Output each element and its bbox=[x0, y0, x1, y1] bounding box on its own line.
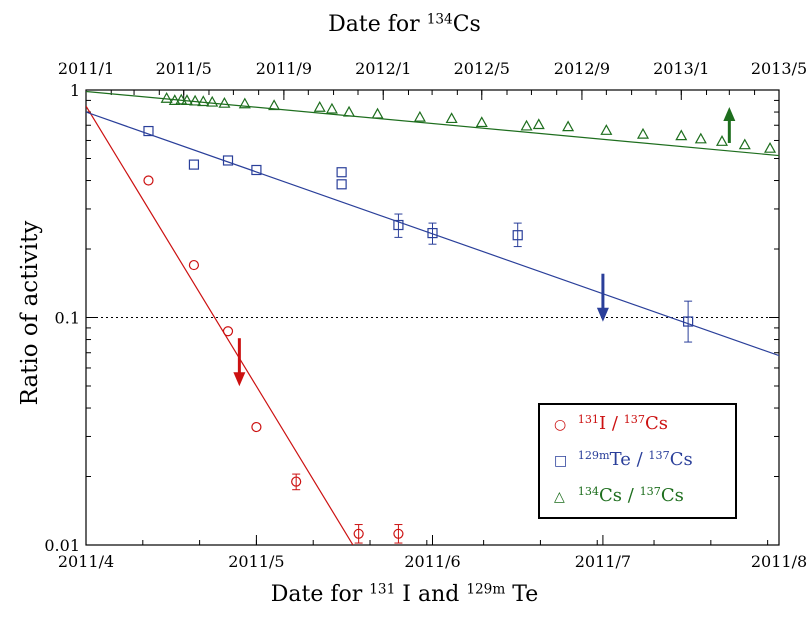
data-point bbox=[371, 107, 384, 119]
legend-item-iodine: ○ 131I / 137Cs bbox=[554, 412, 668, 434]
x-top-tick-label: 2013/5 bbox=[751, 59, 807, 78]
data-point bbox=[353, 528, 364, 539]
data-point bbox=[251, 421, 262, 433]
data-point bbox=[175, 93, 188, 105]
y-tick-label: 1 bbox=[70, 81, 80, 100]
data-point bbox=[427, 227, 438, 239]
x-top-tick-label: 2011/1 bbox=[58, 59, 114, 78]
data-point bbox=[636, 127, 650, 139]
data-point bbox=[336, 179, 347, 190]
data-point bbox=[520, 119, 533, 131]
x-top-tick-label: 2012/9 bbox=[554, 59, 610, 78]
data-point bbox=[562, 120, 575, 132]
x-bottom-tick-label: 2011/5 bbox=[228, 552, 284, 571]
data-point bbox=[343, 105, 356, 117]
x-bottom-tick-label: 2011/7 bbox=[575, 552, 631, 571]
data-point bbox=[189, 94, 202, 106]
data-point bbox=[160, 92, 173, 103]
data-point bbox=[675, 129, 688, 141]
data-point bbox=[393, 219, 404, 231]
series-group bbox=[86, 90, 795, 157]
data-point bbox=[785, 146, 795, 155]
data-point bbox=[683, 316, 694, 327]
data-point bbox=[475, 116, 488, 128]
triangle-marker-icon: △ bbox=[554, 489, 565, 505]
series-group bbox=[86, 105, 404, 545]
data-point bbox=[694, 132, 707, 144]
x-top-tick-label: 2012/5 bbox=[454, 59, 510, 78]
data-point bbox=[445, 112, 458, 124]
top-axis-title: Date for 134Cs bbox=[328, 11, 481, 37]
legend-item-cesium: △ 134Cs / 137Cs bbox=[554, 484, 684, 506]
data-point bbox=[764, 141, 777, 153]
data-point bbox=[413, 110, 426, 122]
fit-line bbox=[86, 105, 354, 545]
data-point bbox=[238, 97, 251, 109]
x-bottom-tick-label: 2011/4 bbox=[58, 552, 114, 571]
trend-arrow-head bbox=[596, 307, 609, 322]
data-point bbox=[197, 95, 210, 107]
y-axis-title: Ratio of activity bbox=[17, 220, 43, 406]
square-marker-icon: □ bbox=[554, 453, 568, 469]
x-top-tick-label: 2013/1 bbox=[653, 59, 709, 78]
trend-arrow-head bbox=[233, 372, 246, 387]
data-point bbox=[188, 259, 200, 271]
y-tick-label: 0.01 bbox=[44, 536, 80, 555]
data-point bbox=[738, 138, 751, 150]
x-bottom-tick-label: 2011/6 bbox=[404, 552, 460, 571]
data-point bbox=[325, 102, 338, 114]
data-point bbox=[143, 125, 154, 137]
bottom-axis-title: Date for 131 I and 129m Te bbox=[270, 581, 539, 607]
data-point bbox=[206, 95, 219, 107]
data-point bbox=[532, 118, 545, 130]
x-top-tick-label: 2011/5 bbox=[156, 59, 212, 78]
data-point bbox=[180, 94, 193, 106]
series-group bbox=[86, 111, 779, 357]
data-point bbox=[143, 175, 154, 186]
circle-marker-icon: ○ bbox=[554, 417, 567, 433]
data-point bbox=[600, 124, 613, 135]
data-point bbox=[188, 159, 200, 170]
data-point bbox=[393, 528, 404, 539]
data-point bbox=[291, 476, 302, 487]
x-top-tick-label: 2011/9 bbox=[256, 59, 312, 78]
data-point bbox=[251, 164, 262, 176]
data-point bbox=[715, 135, 729, 146]
y-tick-label: 0.1 bbox=[55, 309, 80, 328]
legend: ○ 131I / 137Cs □ 129mTe / 137Cs △ 134Cs … bbox=[538, 403, 737, 519]
data-point bbox=[512, 230, 523, 241]
x-bottom-tick-label: 2011/8 bbox=[751, 552, 807, 571]
data-point bbox=[268, 99, 281, 111]
fit-line bbox=[86, 90, 779, 157]
trend-arrow-head bbox=[723, 106, 736, 121]
data-point bbox=[336, 167, 347, 178]
data-point bbox=[222, 155, 234, 166]
data-point bbox=[168, 94, 181, 106]
data-point bbox=[222, 326, 234, 337]
legend-item-tellurium: □ 129mTe / 137Cs bbox=[554, 448, 693, 470]
data-point bbox=[313, 100, 326, 112]
x-top-tick-label: 2012/1 bbox=[355, 59, 411, 78]
data-point bbox=[218, 96, 231, 108]
